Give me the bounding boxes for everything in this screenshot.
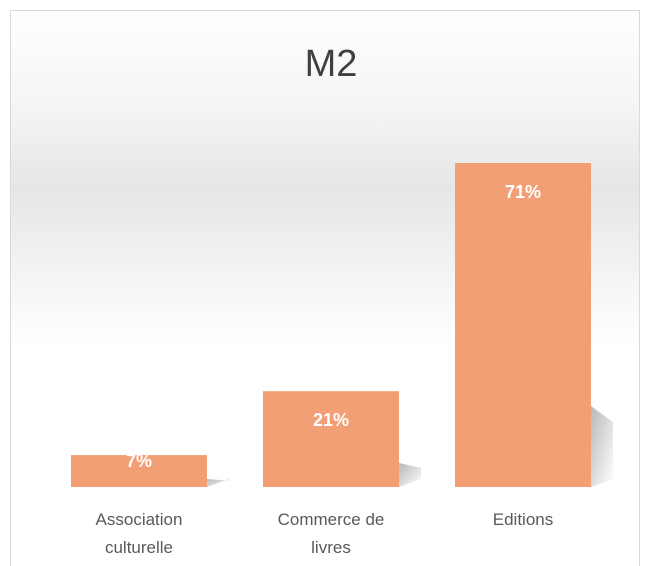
chart-title: M2 bbox=[305, 43, 358, 85]
bar bbox=[263, 391, 399, 487]
x-tick-label: Commerce de livres bbox=[277, 510, 385, 557]
data-label: 7% bbox=[126, 451, 152, 471]
data-label: 21% bbox=[313, 410, 349, 430]
bar-shadow bbox=[207, 479, 229, 487]
bar-shadow bbox=[591, 406, 613, 487]
x-tick-label: Editions bbox=[492, 510, 554, 529]
bar bbox=[71, 455, 207, 487]
bar-shadow bbox=[399, 463, 421, 487]
bar bbox=[455, 163, 591, 487]
data-label: 71% bbox=[505, 182, 541, 202]
x-tick-label: Association culturelle bbox=[95, 510, 183, 557]
